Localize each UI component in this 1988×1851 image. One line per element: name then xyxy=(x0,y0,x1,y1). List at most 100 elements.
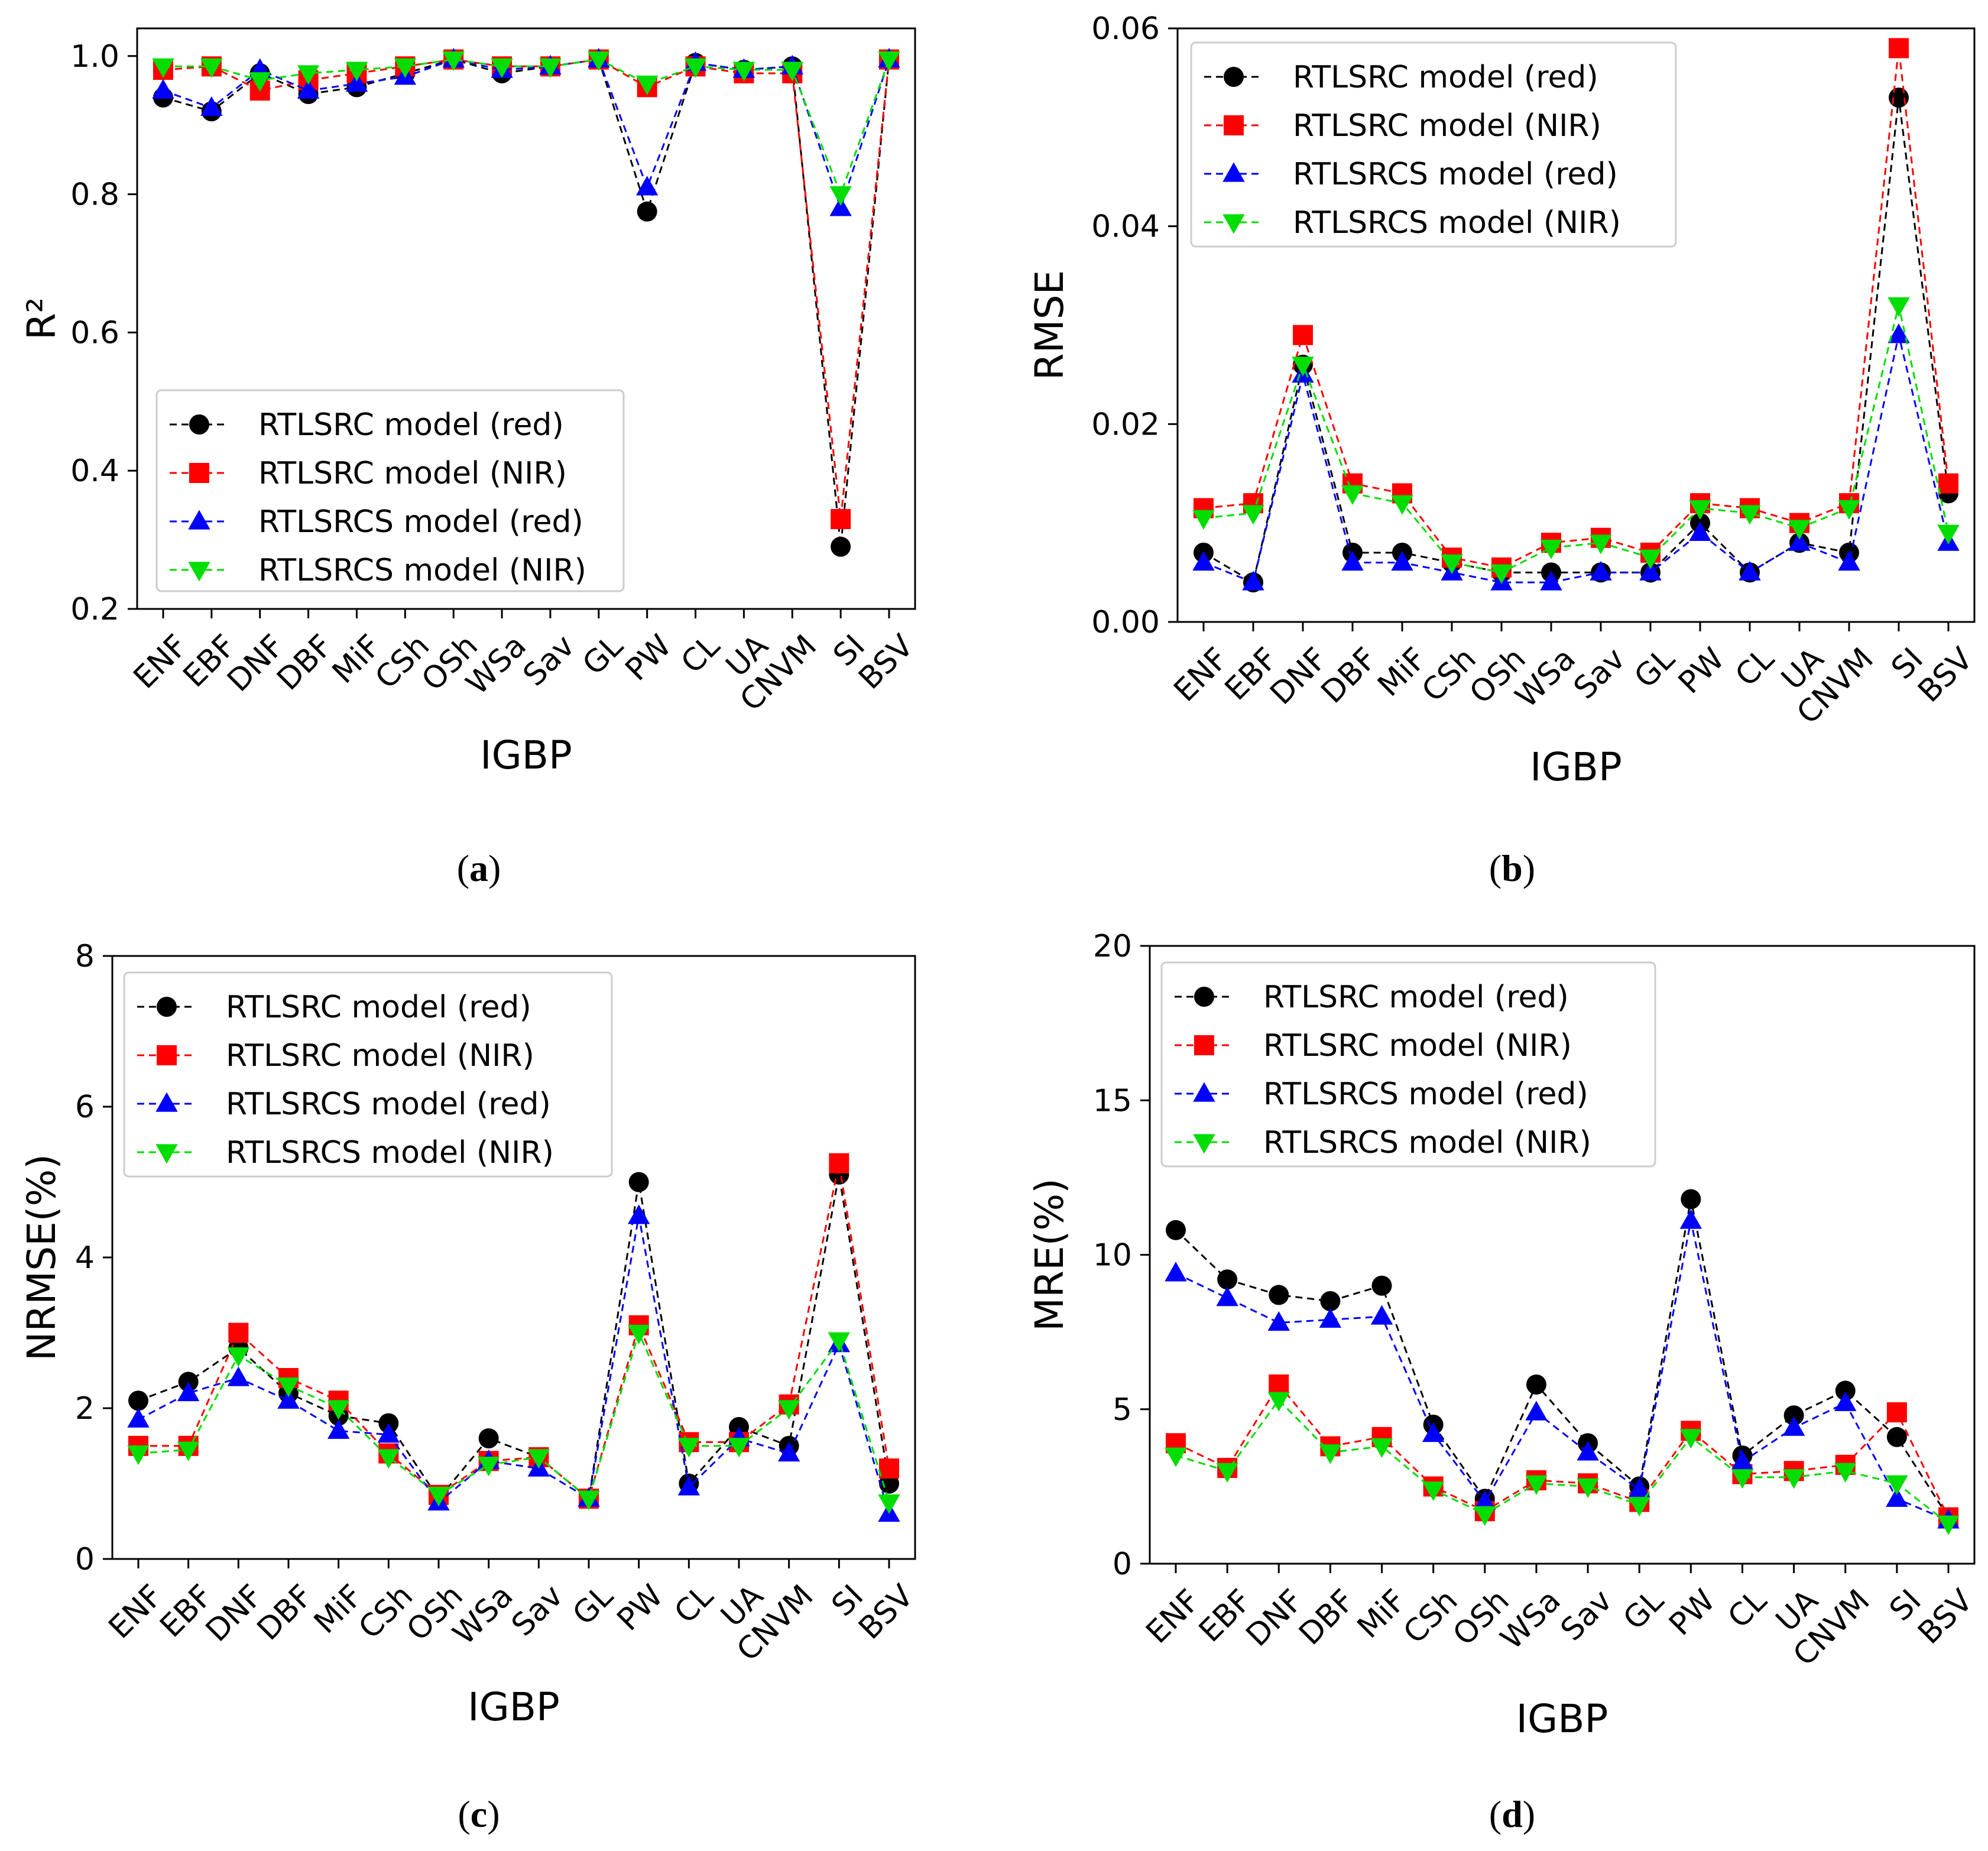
data-point xyxy=(1267,1311,1290,1331)
data-point xyxy=(1681,1189,1701,1210)
data-point xyxy=(1441,555,1463,575)
legend-label: RTLSRCS model (red) xyxy=(226,1087,551,1122)
data-point xyxy=(777,1400,800,1420)
data-point xyxy=(200,58,223,78)
x-tick-label: GL xyxy=(1617,1583,1671,1636)
data-point xyxy=(427,1487,450,1507)
data-point xyxy=(1490,564,1513,584)
data-point xyxy=(1242,570,1264,591)
x-tick-label: CL xyxy=(1728,641,1781,693)
y-axis-label: MRE(%) xyxy=(1027,1178,1072,1331)
plot-frame xyxy=(136,27,916,610)
data-point xyxy=(1886,1402,1907,1422)
y-tick-label: 0.4 xyxy=(70,453,119,489)
y-tick-label: 0.02 xyxy=(1091,407,1160,442)
y-tick-label: 0.06 xyxy=(1091,11,1160,47)
data-point xyxy=(1628,1478,1650,1498)
data-point xyxy=(128,1390,148,1411)
legend-marker xyxy=(1194,987,1214,1007)
data-point xyxy=(345,61,368,82)
data-point xyxy=(1320,1291,1341,1311)
x-tick-label: MiF xyxy=(1351,1583,1413,1646)
data-point xyxy=(1639,549,1662,569)
data-point xyxy=(627,1324,650,1345)
legend: RTLSRC model (red) RTLSRC model (NIR) RTLS… xyxy=(155,389,625,592)
y-tick-label: 5 xyxy=(1113,1392,1132,1428)
series-line xyxy=(163,59,890,197)
data-point xyxy=(829,186,852,206)
data-point xyxy=(249,72,271,92)
data-point xyxy=(327,1400,350,1420)
data-point xyxy=(831,509,851,530)
data-point xyxy=(635,176,659,196)
data-point xyxy=(1783,1405,1804,1426)
y-axis-label: NRMSE(%) xyxy=(19,1154,64,1361)
data-point xyxy=(177,1381,200,1402)
legend-label: RTLSRC model (red) xyxy=(226,990,531,1025)
data-point xyxy=(478,1428,499,1448)
series-line xyxy=(138,1215,890,1514)
legend-marker xyxy=(189,463,209,483)
x-tick-label: Sav xyxy=(1567,641,1632,706)
panel-d: 05101520ENFEBFDNFDBFMiFCShOShWSaSavGLPWC… xyxy=(1027,929,1980,1835)
x-tick-label: BSV xyxy=(852,628,920,696)
data-point xyxy=(1269,1285,1289,1305)
data-point xyxy=(684,58,707,78)
x-tick-label: CL xyxy=(674,628,727,680)
x-tick-label: Sav xyxy=(1554,1583,1619,1648)
data-point xyxy=(1217,1269,1238,1290)
y-tick-label: 6 xyxy=(75,1090,95,1125)
x-tick-label: CSh xyxy=(352,1578,420,1646)
data-point xyxy=(1639,560,1662,581)
legend-label: RTLSRCS model (red) xyxy=(1293,157,1618,192)
data-point xyxy=(1165,1262,1187,1282)
x-tick-label: BSV xyxy=(852,1578,920,1646)
data-point xyxy=(781,61,803,82)
x-tick-label: BSV xyxy=(1911,641,1980,709)
data-point xyxy=(1679,1209,1702,1229)
x-tick-label: DNF xyxy=(1240,1583,1310,1654)
data-point xyxy=(1292,356,1314,377)
data-point xyxy=(394,58,417,78)
legend-marker xyxy=(188,562,210,582)
data-point xyxy=(578,1490,600,1510)
legend: RTLSRC model (red) RTLSRC model (NIR) RTLS… xyxy=(1190,41,1677,248)
data-point xyxy=(177,1441,200,1461)
data-point xyxy=(442,51,465,72)
legend-label: RTLSRCS model (red) xyxy=(258,504,583,540)
x-tick-label: CL xyxy=(668,1578,721,1630)
data-point xyxy=(1474,1506,1496,1526)
y-tick-label: 0.2 xyxy=(70,592,119,627)
series-triangle-down xyxy=(127,1324,900,1514)
data-point xyxy=(1838,500,1860,520)
data-point xyxy=(732,61,755,82)
x-tick-label: BSV xyxy=(1911,1583,1980,1651)
data-point xyxy=(297,79,320,99)
series-triangle-up xyxy=(1165,1209,1960,1529)
series-line xyxy=(1203,48,1950,569)
data-point xyxy=(1216,1286,1238,1307)
data-point xyxy=(1370,1438,1393,1458)
y-tick-label: 15 xyxy=(1093,1083,1132,1119)
data-point xyxy=(1525,1401,1548,1421)
data-point xyxy=(1540,539,1562,560)
data-point xyxy=(1341,551,1364,571)
legend-label: RTLSRC model (NIR) xyxy=(1293,108,1601,144)
data-point xyxy=(1938,473,1958,494)
y-tick-label: 2 xyxy=(75,1391,95,1427)
panel-c: 02468ENFEBFDNFDBFMiFCShOShWSaSavGLPWCLUA… xyxy=(19,939,920,1835)
data-point xyxy=(829,196,852,216)
y-tick-label: 0 xyxy=(75,1542,95,1577)
legend: RTLSRC model (red) RTLSRC model (NIR) RTLS… xyxy=(1160,961,1656,1168)
legend-label: RTLSRCS model (NIR) xyxy=(1293,205,1621,241)
data-point xyxy=(1267,1392,1290,1412)
data-point xyxy=(297,65,320,85)
data-point xyxy=(1937,524,1960,544)
data-point xyxy=(1838,551,1860,571)
data-point xyxy=(879,1458,899,1479)
x-tick-label: GL xyxy=(576,628,630,682)
data-point xyxy=(1782,1469,1805,1489)
legend-marker xyxy=(157,997,177,1017)
data-point xyxy=(728,1438,750,1458)
y-tick-label: 0.6 xyxy=(70,315,119,351)
